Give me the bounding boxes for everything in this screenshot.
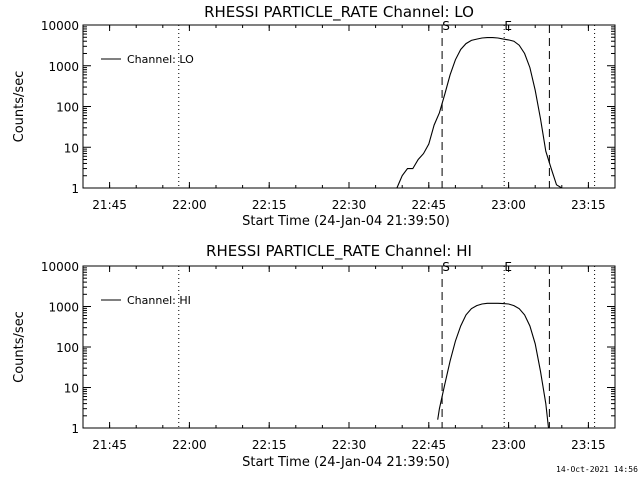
y-tick-label: 1000 [48, 301, 79, 315]
chart-title: RHESSI PARTICLE_RATE Channel: HI [206, 242, 472, 261]
x-tick-label: 22:30 [332, 438, 367, 452]
chart-panel-1: RHESSI PARTICLE_RATE Channel: LO 21:45 22:… [12, 3, 616, 229]
y-axis-label: Counts/sec [12, 71, 27, 143]
y-tick-label: 100 [56, 341, 79, 355]
y-tick-label: 10000 [41, 260, 79, 274]
x-tick-label: 22:00 [172, 198, 207, 212]
x-tick-label: 23:15 [571, 198, 606, 212]
y-tick-label: 10 [64, 141, 79, 155]
series-line-channel-lo [396, 37, 563, 189]
x-axis-label: Start Time (24-Jan-04 21:39:50) [242, 214, 450, 229]
x-tick-label: 22:45 [412, 198, 447, 212]
time-marker-label: S [442, 260, 450, 274]
time-marker-label: S [442, 19, 450, 33]
footer-timestamp: 14-Oct-2021 14:56 [556, 465, 638, 474]
x-tick-label: 22:45 [412, 438, 447, 452]
x-tick-label: 22:15 [252, 438, 287, 452]
legend-entry: Channel: LO [127, 53, 194, 66]
time-marker-label: E [504, 19, 512, 33]
x-tick-label: 23:00 [491, 438, 526, 452]
y-axis-label: Counts/sec [12, 311, 27, 383]
y-tick-label: 1 [71, 182, 79, 196]
legend-entry: Channel: HI [127, 294, 191, 307]
y-tick-label: 10000 [41, 19, 79, 33]
x-tick-label: 23:00 [491, 198, 526, 212]
chart-title: RHESSI PARTICLE_RATE Channel: LO [204, 3, 474, 22]
y-tick-label: 100 [56, 101, 79, 115]
x-tick-label: 22:00 [172, 438, 207, 452]
plot-frame [82, 265, 616, 429]
x-tick-label: 23:15 [571, 438, 606, 452]
x-tick-label: 21:45 [92, 438, 127, 452]
plot-frame [82, 24, 616, 189]
y-tick-label: 1000 [48, 60, 79, 74]
chart-panel-2: RHESSI PARTICLE_RATE Channel: HI 21:45 22:… [12, 242, 616, 470]
series-line-channel-hi [437, 302, 550, 429]
x-tick-label: 22:15 [252, 198, 287, 212]
y-tick-label: 10 [64, 382, 79, 396]
x-tick-label: 21:45 [92, 198, 127, 212]
time-marker-label: E [504, 260, 512, 274]
x-axis-label: Start Time (24-Jan-04 21:39:50) [242, 455, 450, 470]
x-tick-label: 22:30 [332, 198, 367, 212]
y-tick-label: 1 [71, 422, 79, 436]
